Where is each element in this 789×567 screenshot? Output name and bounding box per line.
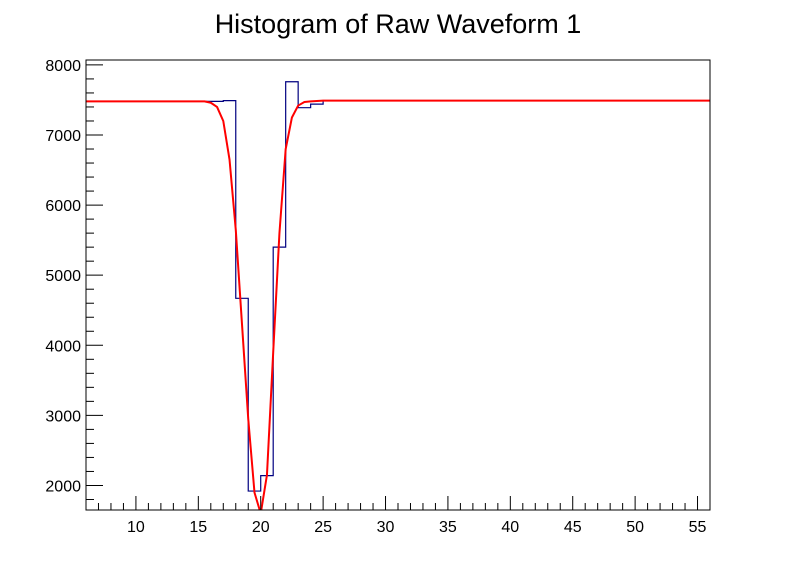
x-tick-label: 30	[377, 519, 395, 536]
y-tick-label: 3000	[45, 408, 81, 425]
fit-curve-series	[86, 99, 710, 510]
y-tick-label: 8000	[45, 58, 81, 75]
y-tick-label: 7000	[45, 128, 81, 145]
axes: 10 15 20 25 30 35 40 45 50 55 2000 3000 4000 5000 6000…	[45, 58, 711, 536]
histogram-step-series	[86, 81, 710, 492]
x-tick-label: 40	[501, 519, 519, 536]
plot-area	[86, 81, 710, 510]
x-tick-label: 15	[189, 519, 207, 536]
x-tick-label: 50	[626, 519, 644, 536]
x-tick-label: 45	[564, 519, 582, 536]
x-tick-label: 20	[252, 519, 270, 536]
chart-title: Histogram of Raw Waveform 1	[215, 9, 582, 39]
x-tick-label: 10	[127, 519, 145, 536]
plot-frame	[85, 59, 711, 511]
y-tick-label: 4000	[45, 338, 81, 355]
y-tick-label: 5000	[45, 268, 81, 285]
x-tick-label: 35	[439, 519, 457, 536]
x-tick-label: 25	[314, 519, 332, 536]
y-tick-label: 2000	[45, 478, 81, 495]
x-tick-label: 55	[689, 519, 707, 536]
y-tick-label: 6000	[45, 198, 81, 215]
